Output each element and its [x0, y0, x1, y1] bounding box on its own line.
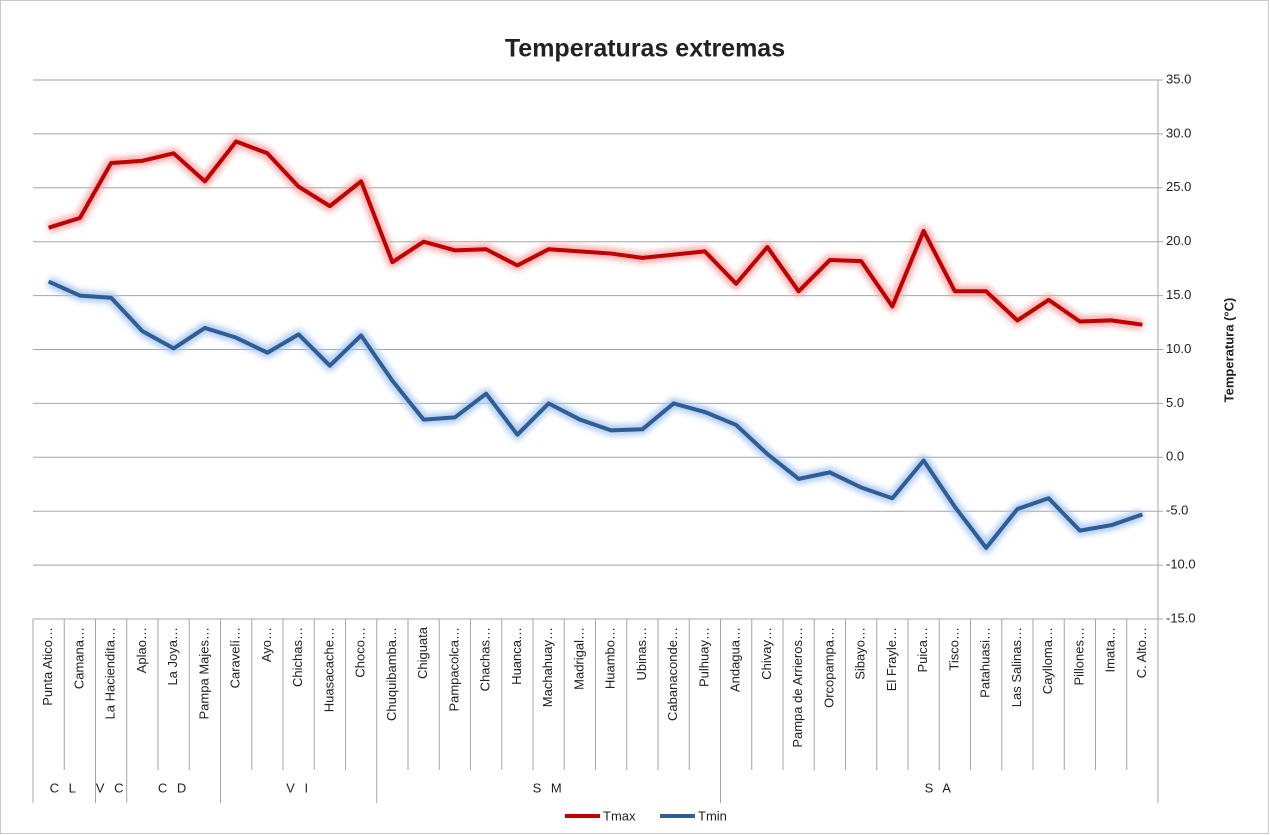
- y-tick-label: 0.0: [1166, 449, 1184, 464]
- group-label: S M: [533, 780, 565, 795]
- group-label: C D: [158, 780, 189, 795]
- x-tick-label: Ubinas…: [634, 627, 649, 680]
- x-tick-label: Chuquibamba…: [384, 627, 399, 721]
- x-tick-label: Machahuay…: [540, 627, 555, 707]
- y-tick-label: -10.0: [1166, 557, 1196, 572]
- x-tick-label: Pampa Majes…: [196, 627, 211, 719]
- x-tick-label: Pulhuay…: [696, 627, 711, 687]
- x-tick-label: Pampacolca…: [446, 627, 461, 712]
- x-tick-label: Orcopampa…: [821, 627, 836, 708]
- x-tick-label: Huanca…: [509, 627, 524, 685]
- x-tick-label: Puica…: [915, 627, 930, 673]
- x-tick-label: Las Salinas…: [1009, 627, 1024, 707]
- x-tick-label: Aplao…: [134, 627, 149, 673]
- x-tick-label: Pillones…: [1071, 627, 1086, 686]
- y-axis-title: Temperatura (°C): [1221, 298, 1236, 403]
- legend-label: Tmax: [603, 808, 636, 823]
- x-tick-label: Madrigal…: [571, 627, 586, 690]
- x-tick-label: Choco…: [353, 627, 368, 678]
- x-tick-label: Chiguata: [415, 626, 430, 679]
- x-tick-label: La Joya…: [165, 627, 180, 686]
- x-tick-label: Pampa de Arrieros…: [790, 627, 805, 748]
- chart-title: Temperaturas extremas: [505, 35, 785, 63]
- x-tick-label: Patahuasi…: [978, 627, 993, 698]
- series-line: [47, 279, 1144, 550]
- x-tick-label: Huasacache…: [321, 627, 336, 712]
- x-tick-label: Tisco…: [946, 627, 961, 671]
- x-tick-label: Andagua…: [728, 627, 743, 692]
- y-tick-label: -5.0: [1166, 503, 1188, 518]
- y-tick-label: 20.0: [1166, 233, 1191, 248]
- x-tick-label: Sibayo…: [853, 627, 868, 680]
- series-line: [48, 139, 1143, 327]
- x-tick-label: Huambo…: [603, 627, 618, 689]
- x-tick-label: Chichas…: [290, 627, 305, 687]
- y-tick-label: 25.0: [1166, 179, 1191, 194]
- y-tick-label: 35.0: [1166, 71, 1191, 86]
- y-tick-label: 5.0: [1166, 395, 1184, 410]
- group-label: V C: [96, 780, 127, 795]
- x-tick-label: El Frayle…: [884, 627, 899, 691]
- group-label: V I: [286, 780, 311, 795]
- x-tick-label: C. Alto…: [1134, 627, 1149, 678]
- x-tick-label: Cabanaconde…: [665, 627, 680, 721]
- x-tick-label: Imata…: [1103, 627, 1118, 673]
- legend-label: Tmin: [698, 808, 727, 823]
- group-label: S A: [925, 780, 954, 795]
- y-tick-label: 30.0: [1166, 125, 1191, 140]
- x-tick-label: Camana…: [71, 627, 86, 689]
- x-tick-label: Chivay…: [759, 627, 774, 680]
- group-label: C L: [50, 780, 79, 795]
- x-tick-label: Caravelí…: [228, 627, 243, 688]
- x-tick-label: Chachas…: [478, 627, 493, 691]
- y-tick-label: -15.0: [1166, 610, 1196, 625]
- x-tick-label: Caylloma…: [1040, 627, 1055, 694]
- x-tick-label: Punta Atico…: [40, 627, 55, 706]
- x-tick-label: La Haciendita…: [103, 627, 118, 720]
- y-tick-label: 10.0: [1166, 341, 1191, 356]
- x-tick-label: Ayo…: [259, 627, 274, 662]
- y-tick-label: 15.0: [1166, 287, 1191, 302]
